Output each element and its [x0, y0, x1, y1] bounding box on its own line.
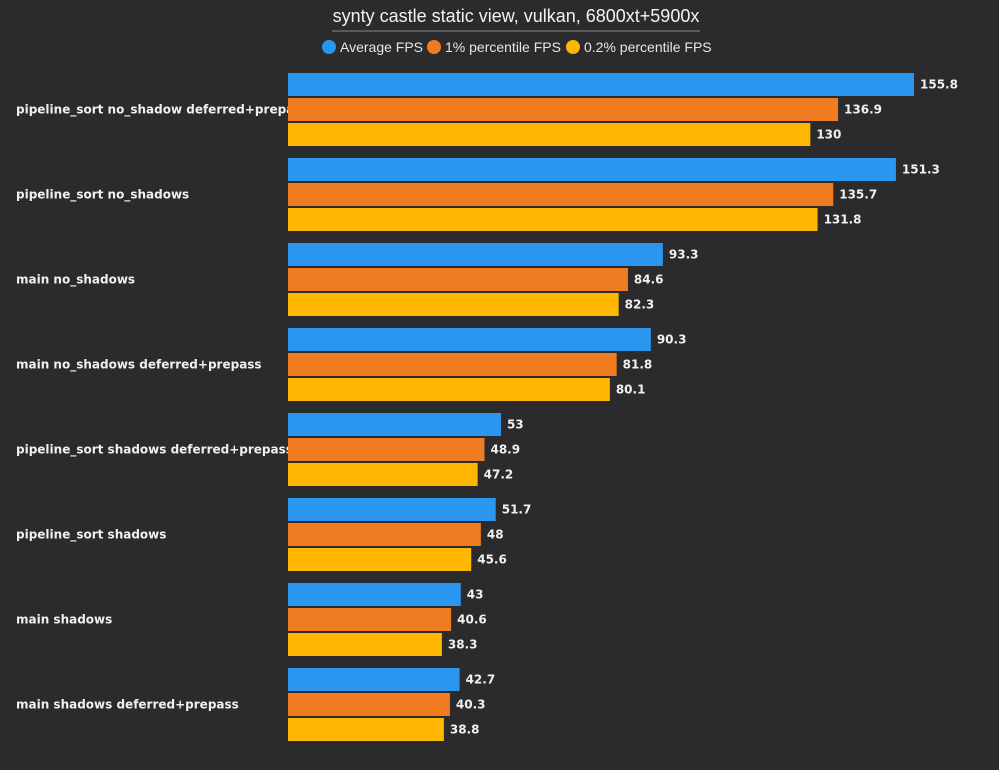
value-label: 84.6 — [634, 273, 664, 287]
category-label: pipeline_sort no_shadows — [16, 188, 189, 203]
bar-1-percentile-fps — [288, 693, 450, 716]
bar-0-2-percentile-fps — [288, 718, 444, 741]
value-label: 51.7 — [502, 503, 532, 517]
value-label: 40.6 — [457, 613, 487, 627]
bar-average-fps — [288, 498, 496, 521]
legend-swatch-average-fps — [322, 40, 336, 54]
bars — [288, 73, 914, 741]
value-label: 80.1 — [616, 383, 646, 397]
value-label: 130 — [816, 128, 841, 142]
value-label: 82.3 — [625, 298, 655, 312]
value-label: 136.9 — [844, 103, 882, 117]
value-label: 43 — [467, 588, 484, 602]
bar-0-2-percentile-fps — [288, 463, 478, 486]
value-label: 38.3 — [448, 638, 478, 652]
legend-label-average-fps: Average FPS — [340, 39, 423, 55]
category-labels: pipeline_sort no_shadow deferred+prepass… — [16, 103, 309, 712]
chart-title: synty castle static view, vulkan, 6800xt… — [333, 6, 700, 26]
bar-0-2-percentile-fps — [288, 633, 442, 656]
bar-0-2-percentile-fps — [288, 548, 472, 571]
value-label: 93.3 — [669, 248, 699, 262]
bar-0-2-percentile-fps — [288, 293, 619, 316]
bar-0-2-percentile-fps — [288, 378, 610, 401]
bar-1-percentile-fps — [288, 98, 839, 121]
value-label: 151.3 — [902, 163, 940, 177]
category-label: main shadows — [16, 613, 112, 627]
value-label: 47.2 — [484, 468, 514, 482]
category-label: main no_shadows deferred+prepass — [16, 358, 262, 373]
value-label: 48.9 — [490, 443, 520, 457]
category-label: pipeline_sort shadows — [16, 528, 166, 543]
bar-0-2-percentile-fps — [288, 123, 811, 146]
value-label: 90.3 — [657, 333, 687, 347]
bar-average-fps — [288, 668, 460, 691]
bar-average-fps — [288, 243, 663, 266]
value-label: 42.7 — [466, 673, 496, 687]
bar-1-percentile-fps — [288, 183, 834, 206]
category-label: main no_shadows — [16, 273, 135, 288]
value-label: 81.8 — [623, 358, 653, 372]
legend: Average FPS 1% percentile FPS 0.2% percent… — [322, 39, 712, 55]
value-label: 131.8 — [824, 213, 862, 227]
legend-label-1-percentile-fps: 1% percentile FPS — [445, 39, 561, 55]
legend-swatch-0-2-percentile-fps — [566, 40, 580, 54]
category-label: main shadows deferred+prepass — [16, 698, 239, 712]
bar-1-percentile-fps — [288, 608, 452, 631]
category-label: pipeline_sort shadows deferred+prepass — [16, 443, 293, 458]
bar-1-percentile-fps — [288, 268, 628, 291]
category-label: pipeline_sort no_shadow deferred+prepass — [16, 103, 309, 118]
bar-average-fps — [288, 583, 461, 606]
legend-label-0-2-percentile-fps: 0.2% percentile FPS — [584, 39, 712, 55]
value-label: 40.3 — [456, 698, 486, 712]
bar-1-percentile-fps — [288, 353, 617, 376]
bar-1-percentile-fps — [288, 438, 485, 461]
value-label: 38.8 — [450, 723, 480, 737]
bar-average-fps — [288, 328, 651, 351]
value-label: 155.8 — [920, 78, 958, 92]
value-label: 48 — [487, 528, 504, 542]
legend-swatch-1-percentile-fps — [427, 40, 441, 54]
value-label: 135.7 — [839, 188, 877, 202]
bar-average-fps — [288, 158, 896, 181]
bar-0-2-percentile-fps — [288, 208, 818, 231]
bar-average-fps — [288, 73, 914, 96]
value-label: 45.6 — [477, 553, 507, 567]
bar-1-percentile-fps — [288, 523, 481, 546]
bar-average-fps — [288, 413, 501, 436]
value-label: 53 — [507, 418, 524, 432]
